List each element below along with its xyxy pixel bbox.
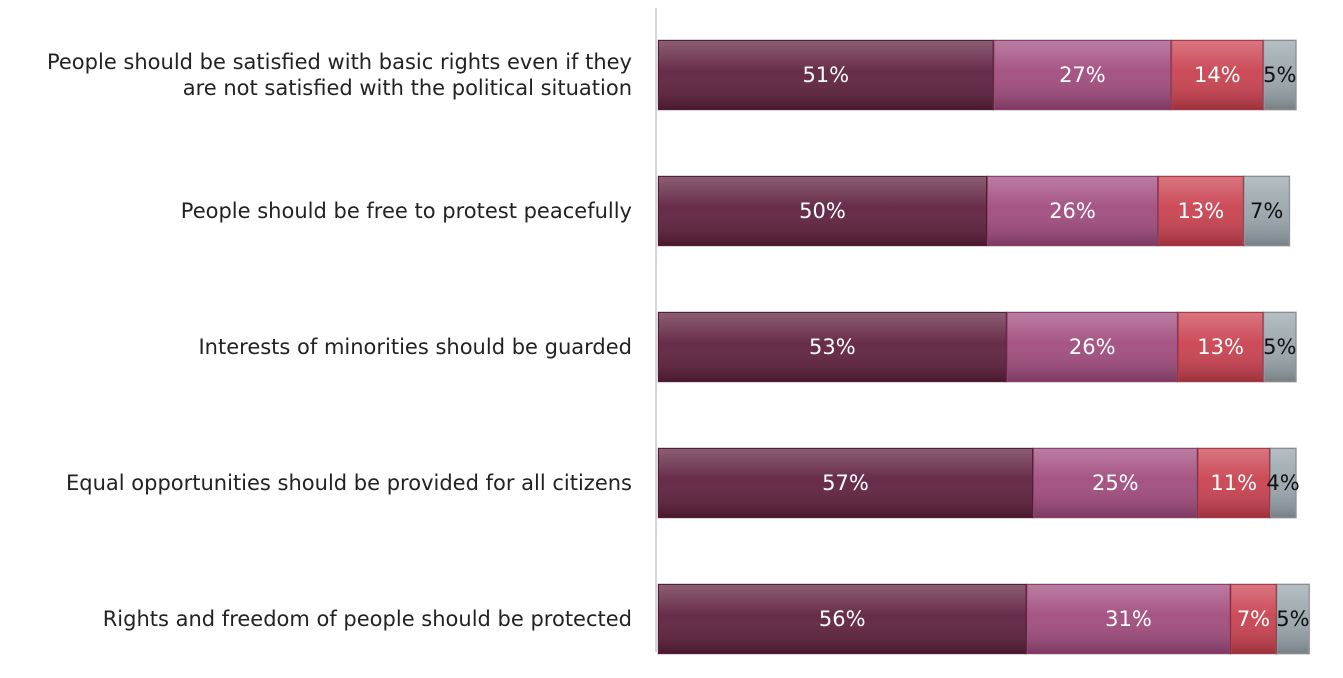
- data-label: 26%: [1049, 199, 1096, 223]
- category-label: Rights and freedom of people should be p…: [103, 607, 632, 631]
- bar-segment-shading: [988, 177, 1158, 245]
- data-label: 5%: [1263, 335, 1296, 359]
- bar-segment-shading: [659, 41, 993, 109]
- bar-segment-shading: [1277, 585, 1309, 653]
- bar-segment-shading: [1270, 449, 1296, 517]
- data-label: 14%: [1194, 63, 1241, 87]
- data-label: 26%: [1069, 335, 1116, 359]
- data-label: 5%: [1263, 63, 1296, 87]
- data-label: 50%: [799, 199, 846, 223]
- bar-segment-shading: [659, 177, 986, 245]
- bar-segment-shading: [659, 449, 1033, 517]
- bar-segment-shading: [1178, 313, 1263, 381]
- bar-segment-shading: [994, 41, 1171, 109]
- data-label: 11%: [1210, 471, 1257, 495]
- data-label: 13%: [1178, 199, 1225, 223]
- data-label: 7%: [1250, 199, 1283, 223]
- data-label: 13%: [1197, 335, 1244, 359]
- data-label: 51%: [802, 63, 849, 87]
- bar-segment-shading: [1027, 585, 1230, 653]
- data-label: 56%: [819, 607, 866, 631]
- bar-segment-shading: [1231, 585, 1276, 653]
- data-label: 25%: [1092, 471, 1139, 495]
- bar-segment-shading: [659, 585, 1026, 653]
- bar-segment-shading: [1244, 177, 1289, 245]
- data-label: 7%: [1237, 607, 1270, 631]
- bar-segment-shading: [1264, 313, 1296, 381]
- bar-segment-shading: [1264, 41, 1296, 109]
- data-label: 53%: [809, 335, 856, 359]
- bar-segment-shading: [659, 313, 1006, 381]
- data-label: 5%: [1276, 607, 1309, 631]
- category-label: People should be free to protest peacefu…: [181, 199, 632, 223]
- data-label: 31%: [1105, 607, 1152, 631]
- data-label: 57%: [822, 471, 869, 495]
- category-label: People should be satisfied with basic ri…: [47, 50, 632, 100]
- bar-segment-shading: [1007, 313, 1177, 381]
- bar-segment-shading: [1159, 177, 1243, 245]
- bar-segment-shading: [1172, 41, 1263, 109]
- data-label: 4%: [1266, 471, 1299, 495]
- category-label: Equal opportunities should be provided f…: [66, 471, 632, 495]
- bar-segment-shading: [1198, 449, 1269, 517]
- data-label: 27%: [1059, 63, 1106, 87]
- bar-segment-shading: [1034, 449, 1197, 517]
- category-label: Interests of minorities should be guarde…: [198, 335, 632, 359]
